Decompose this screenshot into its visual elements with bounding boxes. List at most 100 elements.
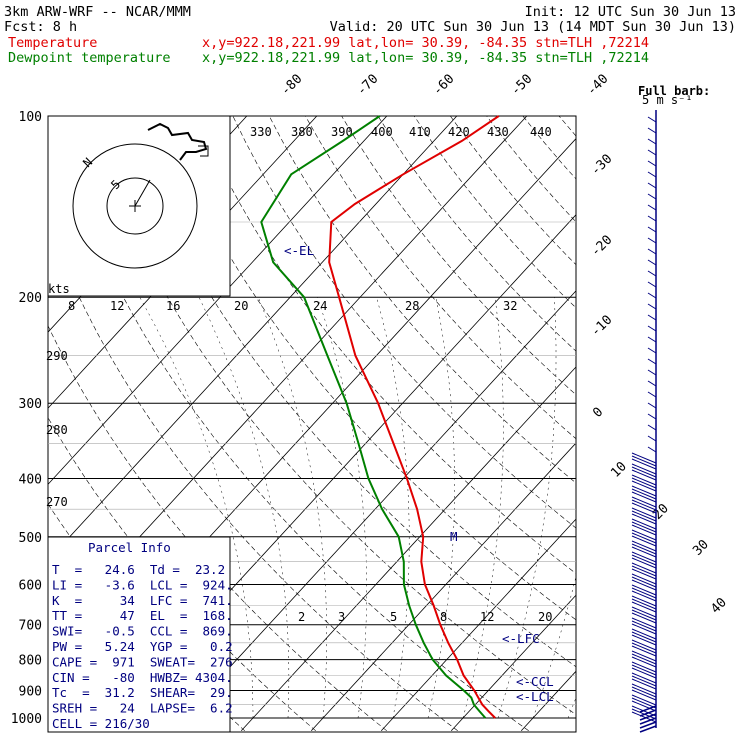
isotherm-label: 10 bbox=[608, 459, 630, 481]
wind-barb bbox=[631, 488, 657, 500]
parcel-info-row: TT = 47 EL = 168. bbox=[52, 608, 233, 623]
dry-adiabat bbox=[48, 325, 387, 732]
dewpoint-trace bbox=[260, 115, 487, 719]
lcl-marker: <-LCL bbox=[516, 689, 554, 704]
wind-barb bbox=[631, 689, 657, 701]
pressure-label-200: 200 bbox=[19, 291, 42, 306]
isotherm-label: -60 bbox=[430, 72, 457, 99]
wind-barb bbox=[631, 513, 657, 525]
wind-barb bbox=[647, 204, 657, 211]
dry-adiabat bbox=[123, 116, 576, 668]
wind-barb bbox=[647, 259, 657, 266]
theta-label: 420 bbox=[448, 125, 470, 139]
wind-barb bbox=[647, 226, 657, 233]
isotherm-line bbox=[450, 594, 576, 732]
theta-label: 330 bbox=[250, 125, 272, 139]
wind-barb bbox=[631, 656, 657, 668]
parcel-info-title: Parcel Info bbox=[88, 540, 171, 555]
theta-labels: 330 380 390 400 410 420 430 440 290 280 270 bbox=[46, 125, 552, 509]
isotherm-label: -40 bbox=[584, 72, 611, 99]
pressure-label-900: 900 bbox=[19, 684, 42, 699]
theta-label: 430 bbox=[487, 125, 509, 139]
isotherm-line bbox=[731, 116, 740, 731]
parcel-info-row: SWI= -0.5 CCL = 869. bbox=[52, 624, 233, 639]
wind-barb bbox=[631, 557, 657, 569]
wind-barb bbox=[647, 270, 657, 277]
storm-motion-box bbox=[198, 145, 209, 157]
isotherm-label: -70 bbox=[354, 72, 381, 99]
dry-adiabat bbox=[48, 417, 316, 732]
dry-adiabat bbox=[522, 116, 576, 180]
theta-label: 440 bbox=[530, 125, 552, 139]
wind-barb bbox=[647, 391, 657, 398]
parcel-info-row: SREH = 24 LAPSE= 6.2 bbox=[52, 701, 233, 716]
wind-barb bbox=[647, 292, 657, 299]
mixing-ratio-label: 5 bbox=[390, 610, 397, 624]
parcel-info-panel: Parcel Info T = 24.6 Td = 23.2LI = -3.6 … bbox=[47, 536, 233, 733]
mixing-ratio-label: 2 bbox=[298, 610, 305, 624]
wind-barb bbox=[647, 325, 657, 332]
valid-time: Valid: 20 UTC Sun 30 Jun 13 (14 MDT Sun … bbox=[330, 19, 736, 35]
wind-barb bbox=[647, 149, 657, 156]
wind-barb bbox=[631, 675, 657, 687]
wind-barb bbox=[647, 446, 657, 453]
wind-barb bbox=[631, 623, 657, 635]
isotherm-line bbox=[380, 518, 576, 732]
theta-label: 410 bbox=[409, 125, 431, 139]
wind-barb bbox=[631, 458, 657, 470]
isotherm-line bbox=[170, 290, 576, 732]
full-barb-label: Full barb: bbox=[638, 84, 710, 98]
temperature-location: x,y=922.18,221.99 lat,lon= 30.39, -84.35… bbox=[202, 35, 649, 51]
level-markers: <-EL <-LFC <-CCL <-LCL M bbox=[284, 243, 554, 704]
wind-barb bbox=[631, 573, 657, 585]
wind-barb bbox=[631, 631, 657, 643]
wind-barb bbox=[647, 347, 657, 354]
dry-adiabat bbox=[377, 116, 576, 352]
wind-barb bbox=[647, 281, 657, 288]
wind-barb bbox=[631, 584, 657, 596]
isotherm-label: 0 bbox=[590, 405, 606, 421]
dry-adiabat bbox=[87, 116, 576, 715]
wind-barb bbox=[647, 369, 657, 376]
hodo-scale-label: 28 bbox=[405, 299, 419, 313]
parcel-info-row: LI = -3.6 LCL = 924. bbox=[52, 577, 233, 592]
wind-barb-surface bbox=[639, 717, 657, 725]
dewpoint-location: x,y=922.18,221.99 lat,lon= 30.39, -84.35… bbox=[202, 50, 649, 66]
parcel-info-row: T = 24.6 Td = 23.2 bbox=[52, 562, 225, 577]
wind-barb bbox=[647, 193, 657, 200]
wind-barb bbox=[631, 694, 657, 706]
wind-barb bbox=[647, 402, 657, 409]
theta-label: 400 bbox=[371, 125, 393, 139]
wind-barb bbox=[631, 518, 657, 530]
lfc-marker: <-LFC bbox=[502, 631, 540, 646]
pressure-label-800: 800 bbox=[19, 654, 42, 669]
wind-barb bbox=[631, 521, 657, 533]
parcel-info-row: CELL = 216/30 bbox=[52, 716, 150, 731]
wind-barb bbox=[631, 480, 657, 492]
wind-barb bbox=[631, 678, 657, 690]
dry-adiabat bbox=[48, 223, 458, 732]
isotherm-label: -20 bbox=[588, 233, 615, 260]
wind-barb bbox=[631, 664, 657, 676]
wind-barb bbox=[647, 116, 657, 123]
wind-barb bbox=[631, 546, 657, 558]
wind-barb bbox=[631, 700, 657, 712]
isotherm-line bbox=[0, 116, 37, 731]
isotherm-label: -50 bbox=[508, 72, 535, 99]
dry-adiabat bbox=[413, 116, 576, 309]
temperature-trace bbox=[328, 115, 500, 719]
moist-adiabat bbox=[139, 297, 254, 718]
dry-adiabat bbox=[196, 116, 576, 574]
wind-barb bbox=[631, 540, 657, 552]
hodo-scale-label: 12 bbox=[110, 299, 124, 313]
wind-barb bbox=[631, 562, 657, 574]
wind-barb-surface bbox=[639, 705, 657, 713]
wind-barb bbox=[631, 587, 657, 599]
mixing-ratio-label: 8 bbox=[440, 610, 447, 624]
wind-barb bbox=[647, 303, 657, 310]
parcel-info-row: Tc = 31.2 SHEAR= 29. bbox=[52, 685, 233, 700]
isotherm-label: -80 bbox=[278, 72, 305, 99]
parcel-info-row: CIN = -80 HWBZ= 4304. bbox=[52, 670, 233, 685]
